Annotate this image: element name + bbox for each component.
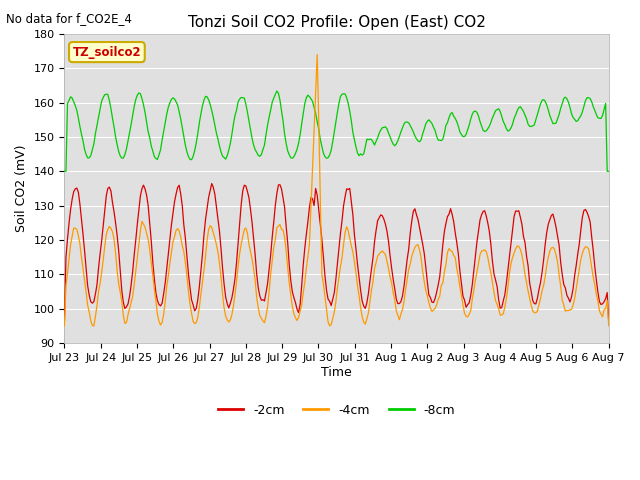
Legend: -2cm, -4cm, -8cm: -2cm, -4cm, -8cm [213, 399, 460, 422]
Text: TZ_soilco2: TZ_soilco2 [72, 46, 141, 59]
X-axis label: Time: Time [321, 365, 352, 379]
Y-axis label: Soil CO2 (mV): Soil CO2 (mV) [15, 145, 28, 232]
Text: No data for f_CO2E_4: No data for f_CO2E_4 [6, 12, 132, 25]
Title: Tonzi Soil CO2 Profile: Open (East) CO2: Tonzi Soil CO2 Profile: Open (East) CO2 [188, 15, 486, 30]
